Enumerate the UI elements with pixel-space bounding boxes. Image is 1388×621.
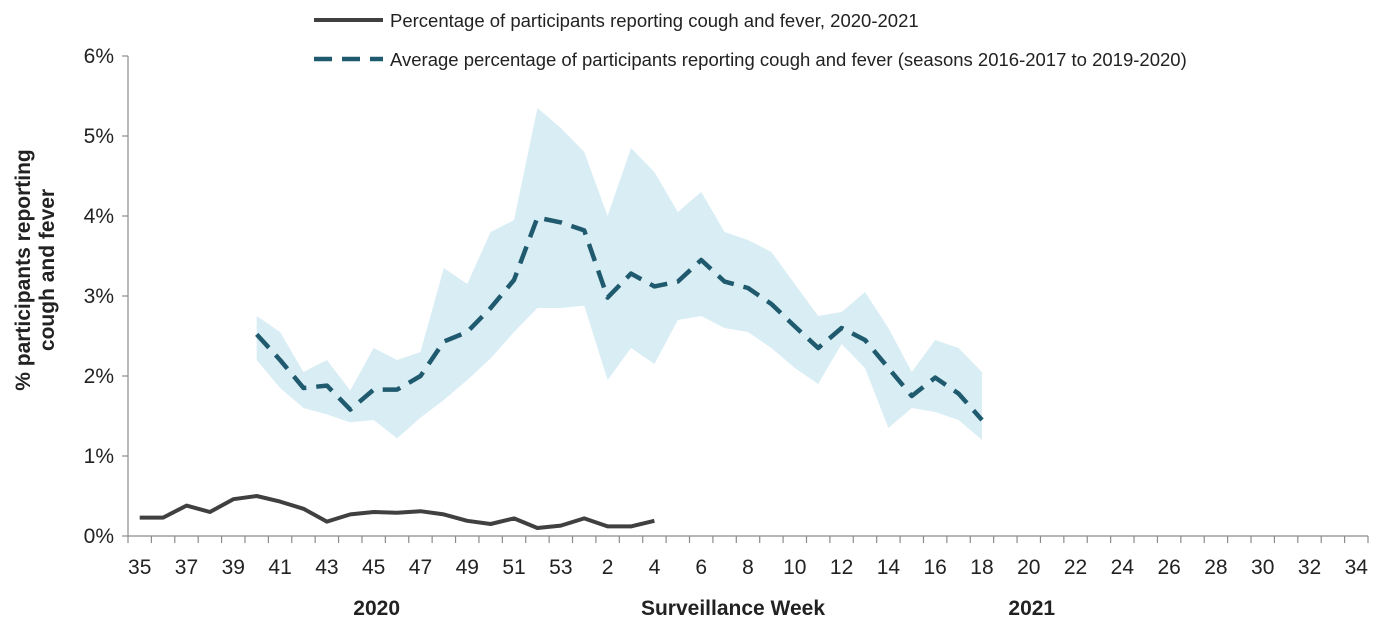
series-line-0: [140, 496, 655, 528]
legend-label-0: Percentage of participants reporting cou…: [390, 10, 919, 31]
x-tick-label: 47: [409, 556, 432, 579]
y-axis-title-line-2: cough and fever: [36, 189, 59, 351]
x-tick-label: 30: [1251, 556, 1274, 579]
confidence-band-layer: [257, 108, 982, 440]
x-tick-label: 41: [268, 556, 291, 579]
x-tick-label: 32: [1298, 556, 1321, 579]
y-tick-label: 0%: [84, 525, 114, 548]
x-tick-label: 51: [502, 556, 525, 579]
x-tick-label: 39: [222, 556, 245, 579]
x-tick-label: 4: [649, 556, 661, 579]
x-tick-label: 6: [695, 556, 707, 579]
x-tick-label: 12: [830, 556, 853, 579]
x-axis-title: Surveillance Week: [641, 597, 825, 620]
legend: Percentage of participants reporting cou…: [314, 10, 1187, 70]
x-tick-label: 22: [1064, 556, 1087, 579]
x-tick-label: 10: [783, 556, 806, 579]
x-tick-label: 34: [1345, 556, 1369, 579]
x-tick-label: 16: [923, 556, 946, 579]
x-tick-label: 53: [549, 556, 572, 579]
x-tick-label: 45: [362, 556, 385, 579]
y-tick-label: 6%: [84, 45, 114, 68]
x-tick-label: 20: [1017, 556, 1040, 579]
x-tick-label: 43: [315, 556, 338, 579]
x-tick-label: 35: [128, 556, 151, 579]
x-tick-label: 28: [1204, 556, 1227, 579]
x-tick-label: 37: [175, 556, 198, 579]
legend-label-1: Average percentage of participants repor…: [390, 49, 1187, 70]
y-tick-label: 4%: [84, 205, 114, 228]
y-tick-label: 2%: [84, 365, 114, 388]
x-tick-label: 49: [456, 556, 479, 579]
x-tick-label: 24: [1111, 556, 1135, 579]
x-tick-label: 8: [742, 556, 754, 579]
y-tick-label: 1%: [84, 445, 114, 468]
y-tick-label: 5%: [84, 125, 114, 148]
confidence-band: [257, 108, 982, 440]
x-tick-label: 14: [877, 556, 901, 579]
x-tick-label: 18: [970, 556, 993, 579]
year-label-2020: 2020: [353, 597, 400, 620]
year-label-2021: 2021: [1008, 597, 1055, 620]
x-tick-label: 26: [1157, 556, 1180, 579]
x-tick-label: 2: [602, 556, 614, 579]
y-tick-label: 3%: [84, 285, 114, 308]
y-axis-title-line-1: % participants reporting: [12, 149, 35, 391]
